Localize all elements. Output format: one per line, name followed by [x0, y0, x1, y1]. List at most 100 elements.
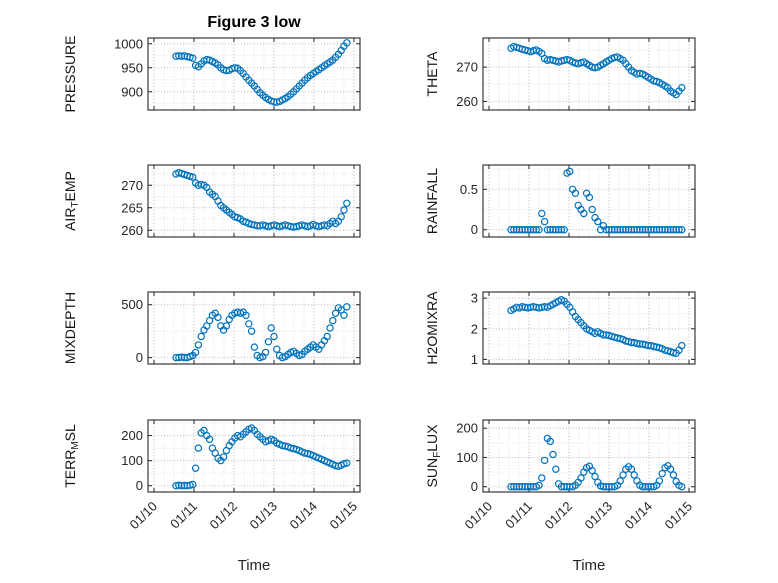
data-point	[571, 189, 580, 197]
y-tick-label: 2	[471, 321, 478, 336]
data-point	[518, 225, 526, 234]
data-point	[205, 435, 214, 443]
data-point	[549, 450, 557, 459]
data-point	[678, 83, 686, 92]
data-point	[655, 477, 664, 485]
y-tick-label: 0	[471, 222, 478, 237]
data-point	[563, 483, 571, 491]
axis-box	[482, 419, 696, 493]
y-tick-label: 100	[121, 453, 143, 468]
subplot-rainfall: 0 0.5 RAINFALL	[424, 164, 696, 238]
data-point	[329, 316, 337, 325]
data-point	[270, 332, 278, 341]
data-point	[191, 348, 200, 357]
x-tick-label: 01/10	[127, 499, 161, 533]
data-point	[340, 311, 348, 319]
data-point	[343, 459, 351, 467]
data-point	[231, 64, 239, 72]
subplot-air_temp: 260 265 270 AIRTEMP	[62, 164, 361, 238]
data-point	[343, 39, 351, 47]
data-point	[627, 225, 636, 234]
data-point	[197, 332, 205, 341]
data-point	[644, 483, 652, 491]
axis-box	[482, 291, 696, 365]
data-point	[518, 483, 526, 491]
y-tick-label: 3	[471, 291, 478, 306]
y-tick-label: 950	[121, 60, 143, 75]
data-point	[557, 225, 566, 234]
y-axis-label-pressure: PRESSURE	[62, 35, 78, 112]
y-axis-label-mixdepth: MIXDEPTH	[62, 292, 78, 364]
data-point	[647, 225, 655, 234]
y-axis-label-sun_flux: SUNFLUX	[424, 424, 443, 488]
data-point	[585, 193, 594, 202]
y-tick-label: 270	[121, 178, 143, 193]
data-point	[189, 173, 197, 181]
data-point	[343, 199, 351, 207]
x-tick-label: 01/13	[247, 499, 281, 533]
data-point	[540, 456, 549, 465]
data-point	[588, 466, 596, 475]
x-tick-label: 01/15	[662, 499, 696, 533]
data-point	[599, 483, 608, 491]
x-tick-label: 01/11	[502, 499, 535, 532]
data-point	[580, 209, 588, 218]
y-tick-label: 900	[121, 84, 143, 99]
data-point	[540, 217, 549, 226]
y-tick-label: 0	[136, 350, 143, 365]
data-point	[546, 225, 554, 234]
data-point	[515, 225, 524, 234]
data-point	[538, 209, 546, 218]
x-tick-label: 01/15	[327, 499, 361, 533]
data-point	[678, 483, 686, 491]
data-point	[515, 483, 524, 491]
data-point	[191, 464, 200, 472]
y-tick-label: 1000	[114, 36, 143, 51]
x-tick-label: 01/11	[167, 499, 200, 532]
y-axis-label-rainfall: RAINFALL	[424, 168, 440, 234]
data-point	[644, 225, 652, 234]
data-point	[245, 320, 253, 328]
data-point	[588, 205, 596, 214]
data-point	[219, 453, 228, 461]
data-point	[641, 225, 650, 234]
data-point	[566, 167, 574, 176]
data-point	[602, 225, 610, 234]
x-tick-label: 01/10	[462, 499, 496, 533]
data-point	[194, 444, 203, 452]
axis-box	[482, 164, 696, 238]
data-point	[538, 474, 546, 482]
data-point	[543, 225, 552, 234]
axis-box	[147, 419, 361, 493]
data-point	[605, 483, 613, 491]
data-point	[521, 483, 529, 491]
data-point	[214, 313, 222, 322]
y-tick-label: 270	[456, 60, 478, 75]
data-point	[273, 345, 281, 353]
data-point	[605, 225, 613, 234]
data-point	[529, 225, 538, 234]
x-tick-label: 01/14	[287, 499, 321, 533]
data-point	[340, 460, 348, 468]
x-tick-label: 01/12	[207, 499, 241, 533]
subplot-theta: 260 270 THETA	[424, 37, 696, 111]
data-point	[619, 225, 627, 234]
data-point	[535, 225, 543, 234]
y-axis-label-terr_msl: TERRMSL	[62, 424, 81, 488]
y-tick-label: 0	[136, 478, 143, 493]
y-axis-label-theta: THETA	[424, 51, 440, 97]
data-point	[669, 471, 678, 479]
data-point	[666, 465, 675, 473]
y-tick-label: 500	[121, 297, 143, 312]
data-point	[658, 469, 666, 478]
axis-box	[147, 291, 361, 365]
data-point	[577, 474, 585, 482]
data-point	[267, 324, 275, 332]
data-point	[247, 327, 256, 335]
data-point	[630, 225, 638, 234]
data-point	[222, 322, 231, 330]
data-point	[661, 225, 669, 234]
axis-box	[147, 37, 361, 111]
axis-box	[482, 37, 696, 111]
